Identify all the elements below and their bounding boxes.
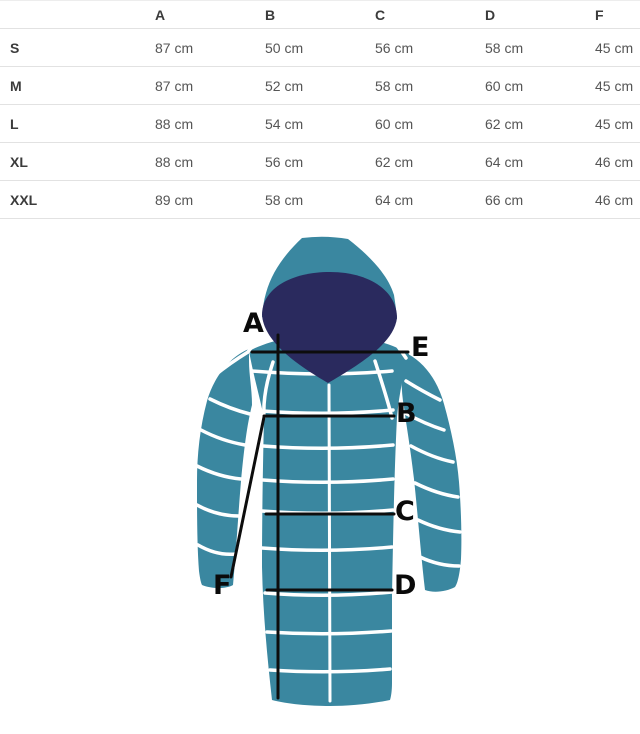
measurement-cell: 88 cm <box>145 142 255 181</box>
measurement-cell: 66 cm <box>475 180 585 219</box>
measurement-cell: 46 cm <box>585 142 640 181</box>
table-row-L: L 88 cm 54 cm 60 cm 62 cm 45 cm <box>0 104 640 143</box>
coat-diagram-svg: A E B C D F <box>195 236 462 706</box>
table-row-M: M 87 cm 52 cm 58 cm 60 cm 45 cm <box>0 66 640 105</box>
label-A: A <box>243 308 264 339</box>
left-sleeve-shape <box>197 349 252 588</box>
measure-line-F <box>229 415 266 579</box>
size-label: XXL <box>0 180 145 219</box>
column-header-C: C <box>365 0 475 29</box>
measurement-cell: 50 cm <box>255 28 365 67</box>
measurement-cell: 54 cm <box>255 104 365 143</box>
column-header-D: D <box>475 0 585 29</box>
measurement-cell: 87 cm <box>145 66 255 105</box>
measurement-cell: 56 cm <box>365 28 475 67</box>
measurement-cell: 60 cm <box>365 104 475 143</box>
column-header-B: B <box>255 0 365 29</box>
measurement-labels: A E B C D F <box>213 308 429 601</box>
measurement-cell: 52 cm <box>255 66 365 105</box>
column-header-A: A <box>145 0 255 29</box>
table-row-S: S 87 cm 50 cm 56 cm 58 cm 45 cm <box>0 28 640 67</box>
measurement-cell: 60 cm <box>475 66 585 105</box>
label-E: E <box>411 332 429 363</box>
right-sleeve-shape <box>401 354 462 592</box>
measurement-cell: 45 cm <box>585 28 640 67</box>
sleeve-cap-seam-right <box>404 379 442 402</box>
measurement-cell: 58 cm <box>475 28 585 67</box>
table-row-XL: XL 88 cm 56 cm 62 cm 64 cm 46 cm <box>0 142 640 181</box>
measurement-cell: 45 cm <box>585 104 640 143</box>
coat-measurement-diagram: A E B C D F <box>0 215 640 734</box>
size-label: L <box>0 104 145 143</box>
measurement-cell: 45 cm <box>585 66 640 105</box>
label-D: D <box>394 570 416 601</box>
measurement-cell: 58 cm <box>365 66 475 105</box>
size-label: M <box>0 66 145 105</box>
measurement-cell: 62 cm <box>475 104 585 143</box>
hood-seam-left <box>246 331 264 354</box>
size-column-corner <box>0 0 145 29</box>
measurement-cell: 88 cm <box>145 104 255 143</box>
measurement-cell: 46 cm <box>585 180 640 219</box>
measurement-cell: 64 cm <box>365 180 475 219</box>
measurement-cell: 64 cm <box>475 142 585 181</box>
measurement-cell: 56 cm <box>255 142 365 181</box>
measurement-cell: 58 cm <box>255 180 365 219</box>
zipper-line <box>327 383 332 703</box>
measurement-lines <box>229 333 410 700</box>
measurement-cell: 89 cm <box>145 180 255 219</box>
measurement-cell: 87 cm <box>145 28 255 67</box>
size-label: XL <box>0 142 145 181</box>
label-F: F <box>213 570 231 601</box>
raglan-seam-right <box>373 359 394 420</box>
label-C: C <box>395 496 415 527</box>
table-row-XXL: XXL 89 cm 58 cm 64 cm 66 cm 46 cm <box>0 180 640 219</box>
hood-lining-shape <box>262 272 397 383</box>
label-B: B <box>396 398 417 429</box>
size-label: S <box>0 28 145 67</box>
sleeve-cap-seam-left <box>212 350 250 378</box>
measurement-cell: 62 cm <box>365 142 475 181</box>
column-header-F: F <box>585 0 640 29</box>
